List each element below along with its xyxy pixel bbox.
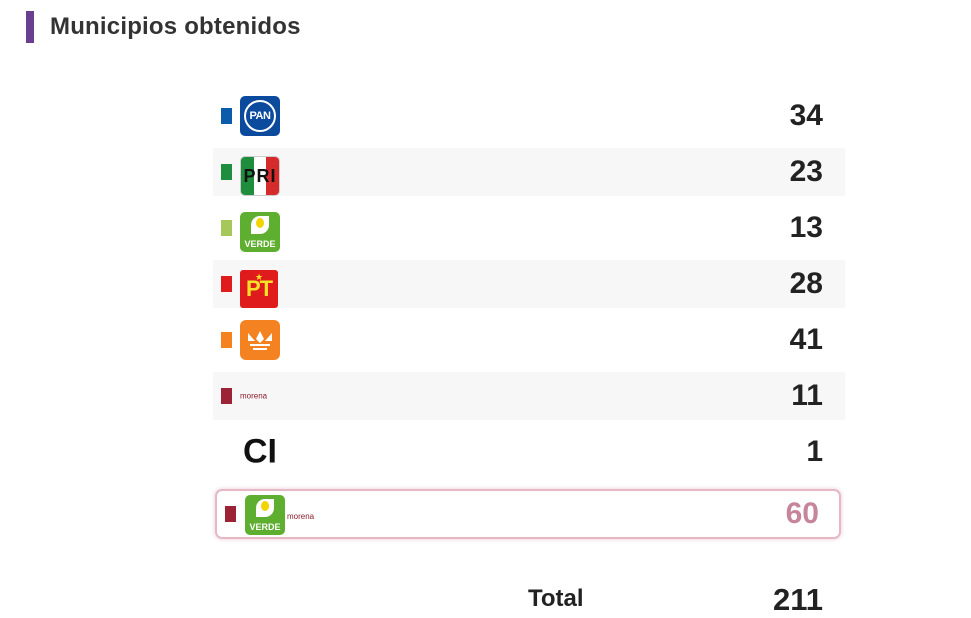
coalition-morena-logo-icon: morena (287, 512, 315, 521)
pri-logo-text: PRI (243, 166, 277, 186)
morena-color-swatch (221, 388, 232, 404)
verde-logo-text: VERDE (244, 239, 276, 249)
pri-color-swatch (221, 164, 232, 180)
morena-logo-icon: morena (240, 391, 268, 401)
mc-value: 41 (789, 323, 823, 356)
pan-value: 34 (789, 99, 823, 132)
title-accent-bar (26, 11, 34, 43)
coalition-verde-logo-text: VERDE (249, 522, 281, 532)
ci-label: CI (243, 432, 277, 471)
section-header: Municipios obtenidos (26, 10, 301, 44)
mc-color-swatch (221, 332, 232, 348)
pan-logo-text: PAN (249, 110, 271, 122)
table-row-pan: PAN 34 (213, 92, 845, 140)
total-value: 211 (772, 582, 823, 617)
coalition-value: 60 (785, 497, 819, 530)
pt-value: 28 (789, 267, 823, 300)
table-row-ci: CI 1 (213, 428, 845, 476)
verde-logo-icon: VERDE (240, 212, 280, 252)
pan-color-swatch (221, 108, 232, 124)
pt-logo-text: PT (245, 276, 273, 301)
morena-value: 11 (791, 379, 823, 412)
coalition-color-swatch (225, 506, 236, 522)
pt-logo-icon: ★ PT (240, 270, 278, 308)
verde-color-swatch (221, 220, 232, 236)
coalition-verde-logo-icon: VERDE (245, 495, 285, 535)
pt-color-swatch (221, 276, 232, 292)
page-title: Municipios obtenidos (50, 13, 301, 40)
pri-value: 23 (789, 155, 823, 188)
table-row-pri: PRI 23 (213, 148, 845, 196)
table-row-morena: morena 11 (213, 372, 845, 420)
table-row-mc: 41 (213, 316, 845, 364)
mc-logo-icon (240, 320, 280, 360)
results-table: PAN 34 PRI 23 VERDE 13 ★ PT 28 (213, 92, 845, 484)
coalition-row: VERDE morena 60 (215, 489, 841, 539)
verde-value: 13 (789, 211, 823, 244)
table-row-pt: ★ PT 28 (213, 260, 845, 308)
table-row-verde: VERDE 13 (213, 204, 845, 252)
ci-value: 1 (806, 435, 823, 468)
pan-logo-icon: PAN (240, 96, 280, 136)
total-label: Total (528, 585, 584, 612)
pri-logo-icon: PRI (240, 156, 280, 196)
